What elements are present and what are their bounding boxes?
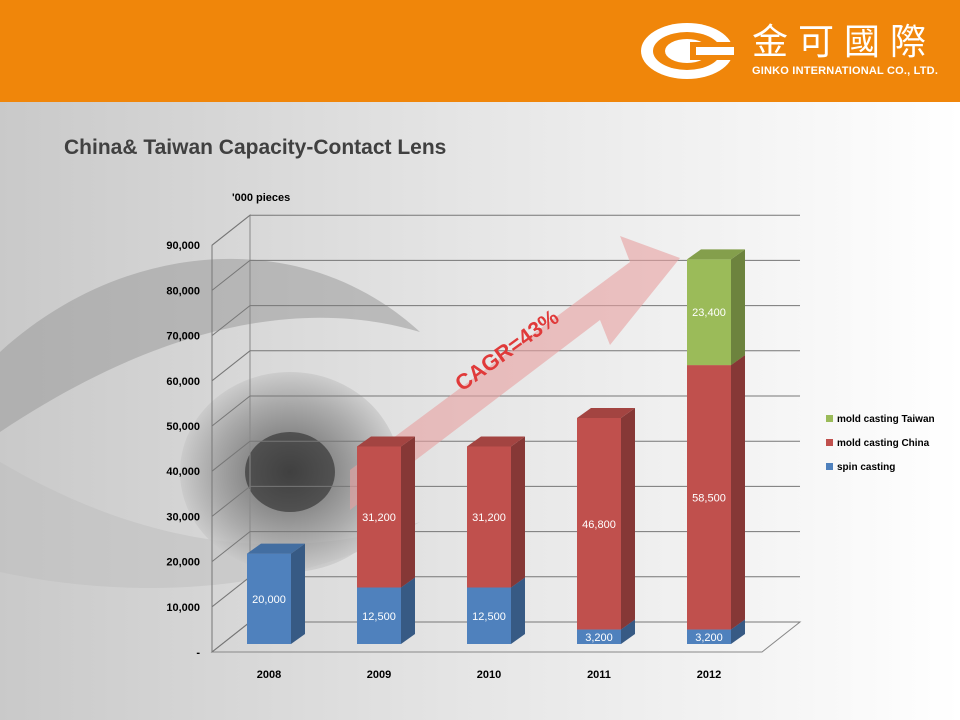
legend-swatch	[826, 439, 833, 446]
unit-label: '000 pieces	[232, 192, 290, 204]
y-tick-label: 70,000	[166, 331, 200, 343]
data-label: 31,200	[362, 512, 396, 524]
bar-spin-casting-2008	[247, 543, 305, 644]
data-label: 31,200	[472, 512, 506, 524]
legend-swatch	[826, 463, 833, 470]
y-tick-label: -	[196, 647, 200, 659]
header-bar: 金可國際 GINKO INTERNATIONAL CO., LTD.	[0, 0, 960, 102]
gridline	[211, 350, 800, 382]
chart-grid: - 10,000 20,000 30,000 40,000 50,000 60,000 70,…	[166, 192, 802, 659]
gridline	[211, 395, 800, 427]
legend-item: mold casting Taiwan	[826, 414, 935, 425]
gridline	[211, 259, 800, 291]
data-label: 58,500	[692, 492, 726, 504]
ginko-logo-icon	[641, 23, 735, 79]
legend-label: mold casting China	[837, 438, 930, 449]
side-wall	[211, 214, 251, 654]
y-tick-label: 60,000	[166, 376, 200, 388]
data-label: 3,200	[585, 632, 613, 644]
y-tick-label: 90,000	[166, 240, 200, 252]
bar-mold-casting-china-2012	[687, 355, 745, 630]
y-tick-label: 30,000	[166, 511, 200, 523]
company-logo: 金可國際 GINKO INTERNATIONAL CO., LTD.	[640, 22, 940, 82]
y-tick-label: 80,000	[166, 285, 200, 297]
legend-label: spin casting	[837, 462, 895, 473]
bar-mold-casting-china-2010	[467, 436, 525, 588]
chart-legend: mold casting Taiwan mold casting China spi…	[826, 414, 935, 473]
y-tick-label: 50,000	[166, 421, 200, 433]
data-label: 3,200	[695, 632, 723, 644]
x-tick-label: 2011	[587, 669, 611, 681]
data-label: 12,500	[472, 611, 506, 623]
bar-mold-casting-taiwan-2012	[687, 249, 745, 366]
x-tick-label: 2012	[697, 669, 721, 681]
y-tick-label: 20,000	[166, 557, 200, 569]
x-tick-label: 2010	[477, 669, 501, 681]
bar-mold-casting-china-2011	[577, 408, 635, 630]
x-tick-label: 2009	[367, 669, 391, 681]
bars	[247, 249, 745, 644]
data-label: 20,000	[252, 594, 286, 606]
legend-item: mold casting China	[826, 438, 930, 449]
y-tick-label: 40,000	[166, 466, 200, 478]
y-tick-label: 10,000	[166, 602, 200, 614]
page-title: China& Taiwan Capacity-Contact Lens	[64, 136, 447, 159]
x-tick-label: 2008	[257, 669, 281, 681]
data-label: 23,400	[692, 307, 726, 319]
legend-item: spin casting	[826, 462, 895, 473]
gridline	[211, 214, 800, 246]
data-label: 46,800	[582, 519, 616, 531]
cagr-arrow	[350, 236, 680, 510]
logo-english-name: GINKO INTERNATIONAL CO., LTD.	[752, 65, 939, 77]
logo-chinese-name: 金可國際	[752, 22, 937, 63]
labels: 20,000 2008 12,500 31,200 2009 12,500 31,200 20…	[252, 307, 726, 681]
legend-label: mold casting Taiwan	[837, 414, 935, 425]
bar-mold-casting-china-2009	[357, 436, 415, 588]
data-label: 12,500	[362, 611, 396, 623]
legend-swatch	[826, 415, 833, 422]
